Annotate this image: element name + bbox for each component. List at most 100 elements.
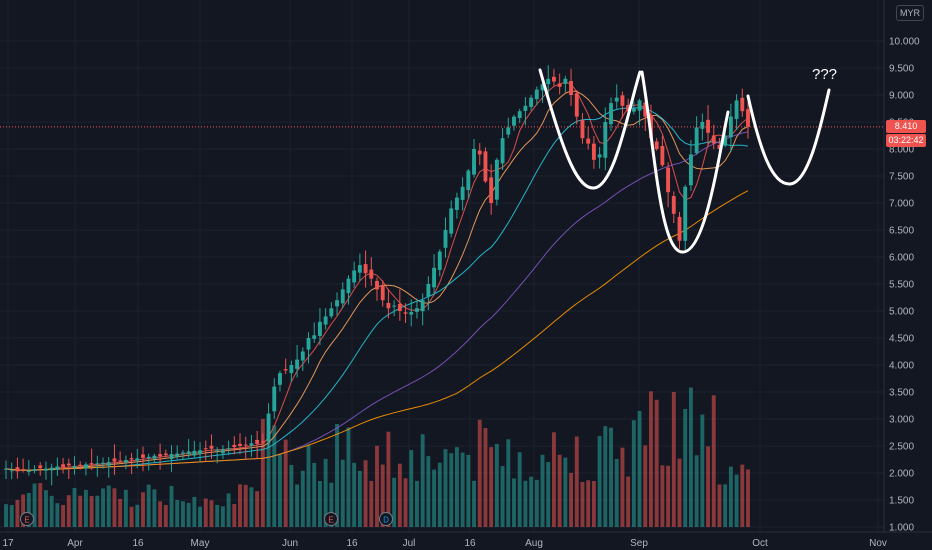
candle-body bbox=[260, 441, 265, 443]
volume-bar bbox=[352, 462, 357, 527]
volume-bar bbox=[278, 454, 282, 527]
volume-bar bbox=[415, 480, 419, 527]
candle-body bbox=[55, 466, 60, 470]
volume-bar bbox=[375, 445, 379, 527]
volume-bar bbox=[677, 458, 682, 527]
volume-bar bbox=[597, 436, 602, 527]
candle-body bbox=[466, 170, 471, 191]
candle-body bbox=[300, 351, 305, 361]
volume-bar bbox=[78, 495, 83, 527]
volume-bar bbox=[346, 427, 351, 527]
volume-bar bbox=[569, 472, 574, 527]
candle-body bbox=[175, 453, 180, 457]
currency-badge[interactable]: MYR bbox=[896, 5, 924, 21]
volume-bar bbox=[192, 496, 197, 527]
candle-body bbox=[215, 449, 220, 451]
x-tick-label: Apr bbox=[67, 538, 83, 549]
candle-body bbox=[563, 78, 568, 84]
volume-bars bbox=[4, 387, 750, 527]
candle-body bbox=[369, 269, 374, 279]
candle-body bbox=[557, 83, 562, 87]
candle-body bbox=[643, 102, 648, 117]
candle-body bbox=[540, 84, 545, 91]
event-marker-label: E bbox=[24, 516, 29, 525]
x-tick-label: Sep bbox=[630, 538, 648, 549]
y-tick-label: 9.000 bbox=[889, 91, 914, 102]
volume-bar bbox=[55, 503, 60, 527]
candle-body bbox=[654, 141, 659, 149]
volume-bar bbox=[557, 454, 562, 527]
volume-bar bbox=[540, 454, 545, 527]
volume-bar bbox=[688, 387, 693, 527]
volume-bar bbox=[186, 502, 191, 527]
candle-body bbox=[688, 154, 693, 186]
volume-bar bbox=[397, 463, 402, 527]
y-tick-label: 4.500 bbox=[889, 334, 914, 345]
pattern-curve bbox=[538, 68, 642, 190]
volume-bar bbox=[437, 462, 442, 527]
candle-body bbox=[740, 97, 745, 112]
candle-body bbox=[335, 300, 339, 307]
candle-body bbox=[135, 458, 140, 461]
x-tick-label: Oct bbox=[752, 538, 768, 549]
candle-body bbox=[163, 453, 168, 456]
volume-bar bbox=[432, 469, 437, 527]
volume-bar bbox=[363, 460, 368, 527]
candle-body bbox=[746, 109, 750, 127]
x-tick-label: 16 bbox=[464, 538, 476, 549]
last-price-badge: 8.410 bbox=[886, 120, 926, 133]
candle-body bbox=[597, 154, 602, 158]
candle-body bbox=[609, 103, 613, 125]
x-tick-label: 16 bbox=[346, 538, 358, 549]
candle-body bbox=[78, 464, 83, 466]
candle-body bbox=[249, 443, 254, 446]
candle-body bbox=[346, 278, 351, 294]
candle-body bbox=[591, 143, 596, 160]
x-tick-label: 16 bbox=[132, 538, 144, 549]
candle-body bbox=[426, 284, 431, 297]
volume-bar bbox=[283, 439, 288, 527]
candle-body bbox=[340, 289, 345, 304]
candle-body bbox=[483, 151, 488, 182]
volume-bar bbox=[266, 434, 271, 527]
volume-bar bbox=[152, 489, 157, 527]
volume-bar bbox=[706, 446, 710, 527]
y-tick-label: 7.000 bbox=[889, 199, 914, 210]
volume-bar bbox=[489, 447, 494, 527]
candle-body bbox=[728, 116, 733, 138]
volume-bar bbox=[249, 487, 254, 527]
candle-body bbox=[89, 463, 94, 465]
candle-body bbox=[380, 285, 385, 301]
candle-body bbox=[129, 458, 134, 460]
volume-bar bbox=[728, 466, 733, 527]
candle-body bbox=[180, 452, 185, 454]
candle-body bbox=[329, 308, 334, 317]
candle-body bbox=[403, 312, 408, 314]
candle-body bbox=[21, 469, 26, 471]
volume-bar bbox=[61, 505, 66, 527]
volume-bar bbox=[386, 431, 391, 527]
candle-body bbox=[569, 81, 574, 95]
candle-body bbox=[586, 138, 591, 144]
volume-bar bbox=[158, 501, 163, 527]
candle-body bbox=[352, 270, 357, 283]
volume-bar bbox=[317, 481, 322, 527]
volume-bar bbox=[44, 490, 48, 527]
volume-bar bbox=[586, 480, 591, 527]
candle-body bbox=[614, 97, 619, 102]
candle-body bbox=[226, 448, 231, 450]
candle-body bbox=[500, 138, 505, 164]
pattern-curve bbox=[640, 70, 730, 254]
volume-bar bbox=[472, 480, 476, 527]
countdown-badge: 03:22:42 bbox=[886, 134, 926, 147]
volume-bar bbox=[112, 488, 117, 527]
volume-bar bbox=[4, 504, 8, 527]
x-tick-label: Nov bbox=[869, 538, 887, 549]
y-tick-label: 4.000 bbox=[889, 361, 914, 372]
candle-body bbox=[580, 120, 585, 139]
candle-body bbox=[546, 78, 551, 85]
volume-bar bbox=[300, 470, 305, 527]
candle-body bbox=[66, 463, 71, 466]
grid-lines bbox=[0, 0, 884, 532]
volume-bar bbox=[129, 506, 134, 527]
